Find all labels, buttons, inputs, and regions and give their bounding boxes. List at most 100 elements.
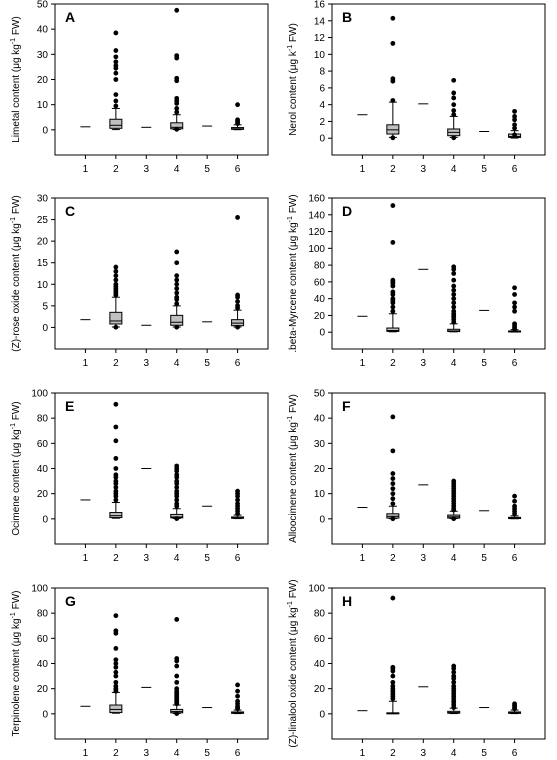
outlier-point [113,264,119,270]
box-group-6 [508,108,522,139]
outlier-point [174,463,180,469]
outlier-point [113,472,119,478]
y-axis-label: Terpinolene content (μg kg-1 FW) [10,591,22,737]
y-axis-label: (Z)-rose oxide content (μg kg-1 FW) [10,195,22,351]
outlier-point [113,646,119,651]
outlier-point [174,497,180,503]
y-tick-label: 120 [308,227,325,238]
outlier-point [113,401,119,407]
outlier-point [113,478,119,484]
outlier-point [174,53,180,58]
x-tick-label: 4 [174,164,180,175]
outlier-point [113,98,119,104]
outlier-point [113,424,119,430]
outlier-point [113,103,119,109]
outlier-point [235,501,240,507]
outlier-point [451,679,457,685]
panel-label: F [342,398,351,414]
outlier-point [451,135,457,141]
y-tick-label: 10 [314,489,326,500]
outlier-point [512,117,517,123]
outlier-point [451,304,457,310]
outlier-point [174,656,180,661]
outlier-point [113,63,119,69]
chart-panel-a: 0 10 20 30 40 50 1 2 3 4 5 6 A Limetal content (μg kg… [10,0,269,175]
y-tick-label: 0 [42,709,48,720]
x-tick-label: 6 [512,748,518,759]
outlier-point [113,683,119,689]
y-tick-label: 5 [42,301,48,312]
x-tick-label: 4 [451,358,457,369]
outlier-point [390,414,396,420]
outlier-point [451,108,457,113]
outlier-point [512,498,517,504]
outlier-point [451,296,457,302]
outlier-point [390,15,396,21]
outlier-point [451,287,457,293]
outlier-point [512,701,517,707]
y-axis-label: Alloocimene content (μg kg-1 FW) [287,394,299,543]
outlier-point [451,264,457,270]
x-tick-label: 2 [390,553,396,564]
outlier-point [174,686,180,692]
x-tick-label: 1 [360,358,366,369]
outlier-point [113,613,119,619]
iqr-box [386,327,400,332]
y-tick-label: 25 [37,215,49,226]
x-tick-label: 3 [144,358,150,369]
outlier-point [174,7,180,13]
x-tick-label: 6 [512,553,518,564]
iqr-box [109,311,123,325]
outlier-point [113,30,119,36]
box-group-2 [386,15,400,141]
panel-label: E [65,398,74,414]
x-tick-label: 3 [144,164,150,175]
outlier-point [113,488,119,494]
y-tick-label: 20 [314,311,326,322]
y-tick-label: 20 [37,489,49,500]
y-axis-label: (Z)-linalool oxide content (μg kg-1 FW) [287,579,299,747]
outlier-point [113,497,119,503]
y-tick-label: 30 [37,194,49,205]
outlier-point [235,299,240,304]
outlier-point [235,324,240,330]
plot-frame [54,392,269,545]
x-tick-label: 6 [235,164,241,175]
outlier-point [390,289,396,295]
box-group-6 [508,285,522,333]
y-tick-label: 0 [42,514,48,525]
x-tick-label: 5 [481,553,487,564]
outlier-point [174,324,180,330]
outlier-point [390,308,396,314]
x-tick-label: 3 [421,553,427,564]
outlier-point [174,286,180,291]
outlier-point [451,277,457,283]
box-group-6 [231,488,245,520]
y-tick-label: 80 [314,609,326,620]
outlier-point [113,664,119,670]
y-tick-label: 4 [319,100,325,111]
outlier-point [451,669,457,675]
outlier-point [113,281,119,287]
outlier-point [174,95,180,101]
outlier-point [174,516,180,521]
outlier-point [390,277,396,283]
outlier-point [390,683,396,689]
box-group-2 [386,414,400,522]
outlier-point [451,663,457,669]
x-tick-label: 1 [83,748,89,759]
y-tick-label: 20 [37,684,49,695]
panel-label: H [342,593,352,609]
x-tick-label: 3 [421,358,427,369]
x-tick-label: 3 [144,553,150,564]
x-tick-label: 2 [113,358,119,369]
y-tick-label: 100 [308,584,325,595]
y-tick-label: 20 [37,237,49,248]
outlier-point [512,114,517,119]
x-tick-label: 4 [174,748,180,759]
outlier-point [451,292,457,297]
y-axis-label: Ocimene content (μg kg-1 FW) [10,401,22,535]
outlier-point [390,296,396,302]
x-tick-label: 2 [113,553,119,564]
